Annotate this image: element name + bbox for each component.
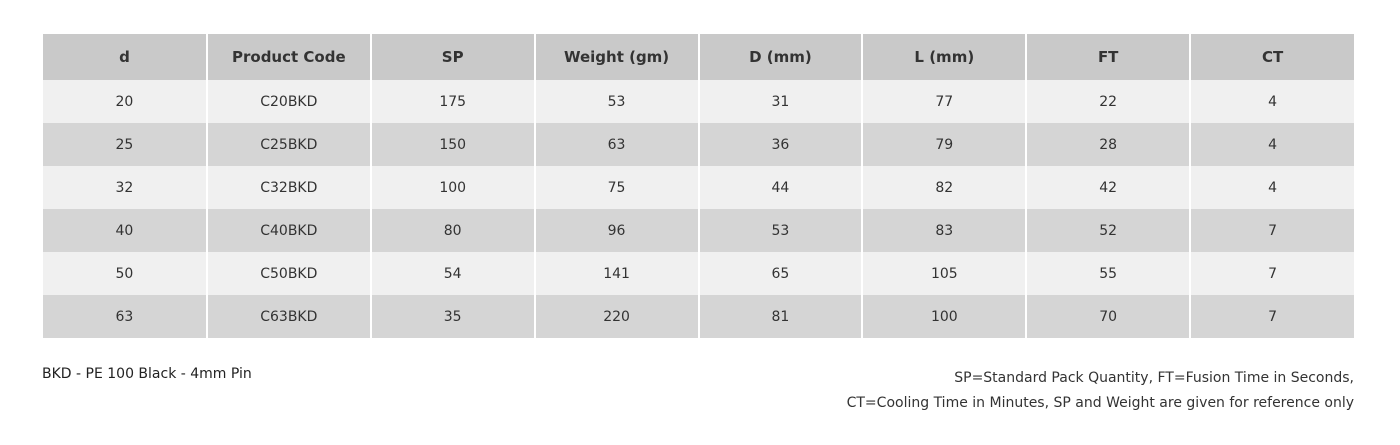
table-cell: 35 xyxy=(369,295,536,338)
table-body: 20 C20BKD 175 53 31 77 22 4 25 C25BKD 150 63 36 79 28 4… xyxy=(43,80,1354,338)
table-cell: C50BKD xyxy=(205,252,372,295)
column-header: d xyxy=(43,34,208,80)
table-row: 50 C50BKD 54 141 65 105 55 7 xyxy=(43,252,1354,295)
table-cell: 4 xyxy=(1189,166,1354,209)
table-cell: C20BKD xyxy=(205,80,372,123)
table-row: 25 C25BKD 150 63 36 79 28 4 xyxy=(43,123,1354,166)
table-row: 32 C32BKD 100 75 44 82 42 4 xyxy=(43,166,1354,209)
table-cell: 65 xyxy=(697,252,864,295)
footer-note: BKD - PE 100 Black - 4mm Pin xyxy=(42,366,252,382)
column-header: Weight (gm) xyxy=(533,34,700,80)
table-cell: 31 xyxy=(697,80,864,123)
table-cell: 52 xyxy=(1025,209,1192,252)
table-cell: 82 xyxy=(861,166,1028,209)
table-cell: 55 xyxy=(1025,252,1192,295)
table-row: 40 C40BKD 80 96 53 83 52 7 xyxy=(43,209,1354,252)
table-cell: 79 xyxy=(861,123,1028,166)
legend-line: SP=Standard Pack Quantity, FT=Fusion Tim… xyxy=(954,370,1354,386)
table-cell: 77 xyxy=(861,80,1028,123)
table-cell: 100 xyxy=(861,295,1028,338)
spec-table: d Product Code SP Weight (gm) D (mm) L (mm) FT… xyxy=(43,34,1354,338)
table-row: 20 C20BKD 175 53 31 77 22 4 xyxy=(43,80,1354,123)
table-cell: 81 xyxy=(697,295,864,338)
table-cell: 20 xyxy=(43,80,208,123)
table-row: 63 C63BKD 35 220 81 100 70 7 xyxy=(43,295,1354,338)
table-cell: 36 xyxy=(697,123,864,166)
table-cell: 44 xyxy=(697,166,864,209)
column-header: SP xyxy=(369,34,536,80)
table-cell: 22 xyxy=(1025,80,1192,123)
table-cell: 42 xyxy=(1025,166,1192,209)
table-cell: 63 xyxy=(533,123,700,166)
table-cell: 175 xyxy=(369,80,536,123)
table-cell: 50 xyxy=(43,252,208,295)
table-cell: 96 xyxy=(533,209,700,252)
legend-notes: SP=Standard Pack Quantity, FT=Fusion Tim… xyxy=(847,366,1354,416)
table-cell: 7 xyxy=(1189,252,1354,295)
table-cell: 7 xyxy=(1189,209,1354,252)
column-header: D (mm) xyxy=(697,34,864,80)
table-cell: 4 xyxy=(1189,123,1354,166)
table-cell: 70 xyxy=(1025,295,1192,338)
table-cell: 40 xyxy=(43,209,208,252)
table-cell: 54 xyxy=(369,252,536,295)
column-header: L (mm) xyxy=(861,34,1028,80)
table-cell: 220 xyxy=(533,295,700,338)
table-cell: 75 xyxy=(533,166,700,209)
column-header: FT xyxy=(1025,34,1192,80)
table-cell: 83 xyxy=(861,209,1028,252)
table-cell: 28 xyxy=(1025,123,1192,166)
table-cell: 4 xyxy=(1189,80,1354,123)
table-cell: 105 xyxy=(861,252,1028,295)
table-cell: 141 xyxy=(533,252,700,295)
column-header: CT xyxy=(1189,34,1354,80)
table-cell: 32 xyxy=(43,166,208,209)
table-cell: C25BKD xyxy=(205,123,372,166)
table-cell: C63BKD xyxy=(205,295,372,338)
legend-line: CT=Cooling Time in Minutes, SP and Weigh… xyxy=(846,395,1354,411)
column-header: Product Code xyxy=(205,34,372,80)
table-cell: 80 xyxy=(369,209,536,252)
table-cell: 100 xyxy=(369,166,536,209)
header-row: d Product Code SP Weight (gm) D (mm) L (mm) FT… xyxy=(43,34,1354,80)
table-cell: C32BKD xyxy=(205,166,372,209)
table-cell: 53 xyxy=(697,209,864,252)
table-cell: C40BKD xyxy=(205,209,372,252)
table-cell: 7 xyxy=(1189,295,1354,338)
table-cell: 150 xyxy=(369,123,536,166)
table-cell: 63 xyxy=(43,295,208,338)
table-cell: 25 xyxy=(43,123,208,166)
table-cell: 53 xyxy=(533,80,700,123)
